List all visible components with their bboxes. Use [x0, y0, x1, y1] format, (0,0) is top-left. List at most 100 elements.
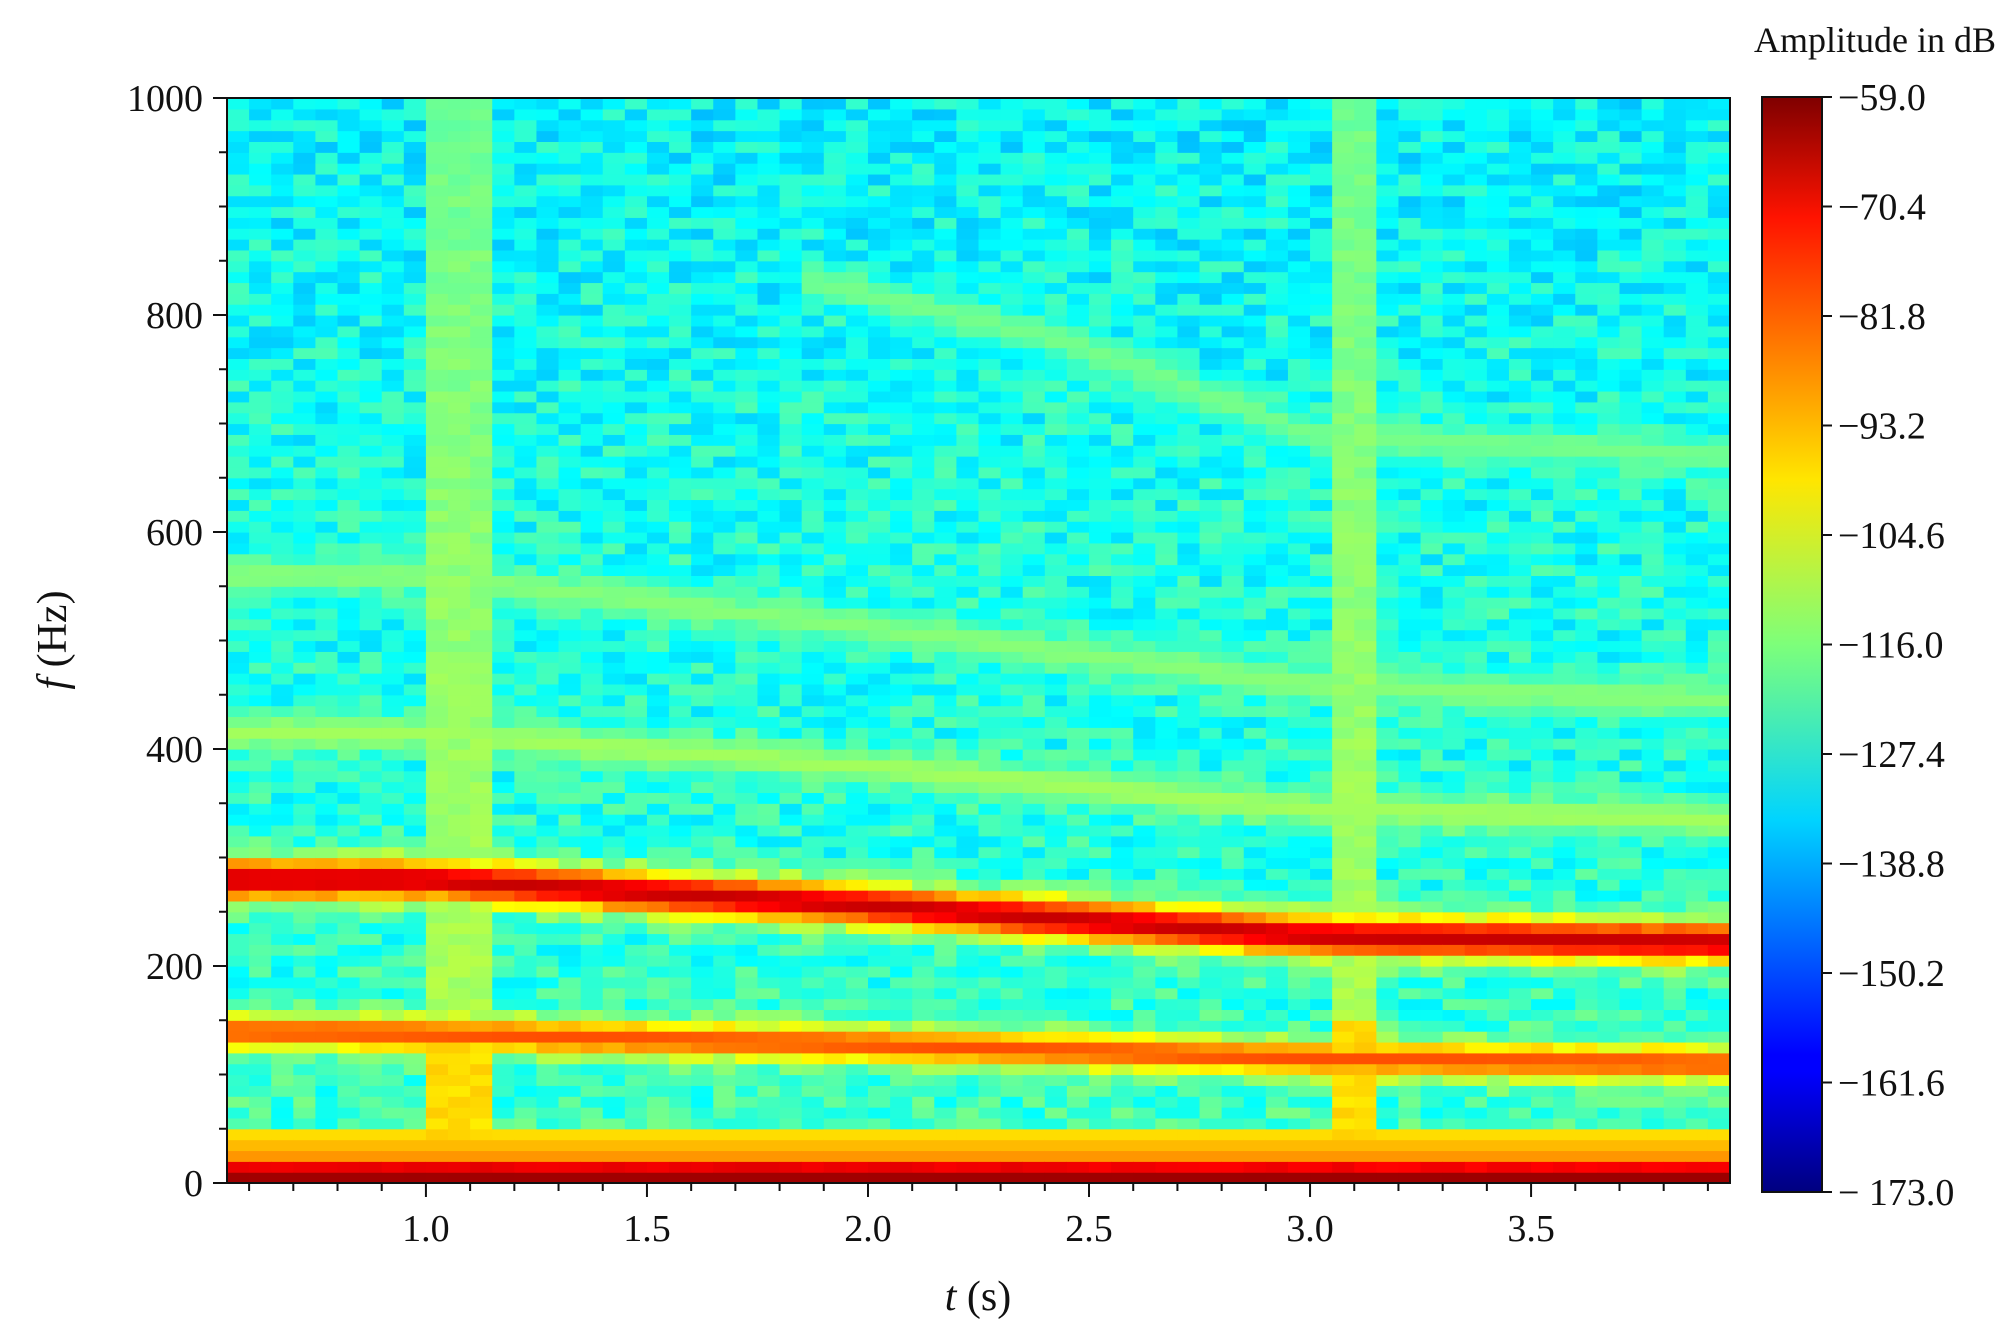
heatmap-cell — [293, 781, 317, 793]
heatmap-cell — [1221, 488, 1245, 501]
heatmap-cell — [492, 347, 515, 359]
heatmap-cell — [359, 217, 383, 229]
heatmap-cell — [337, 119, 361, 132]
heatmap-cell — [779, 770, 803, 783]
heatmap-cell — [1022, 911, 1046, 924]
heatmap-cell — [359, 803, 383, 815]
heatmap-cell — [1066, 900, 1090, 913]
heatmap-cell — [381, 1096, 405, 1108]
heatmap-cell — [470, 401, 493, 414]
heatmap-cell — [425, 488, 449, 501]
heatmap-cell — [1310, 271, 1333, 284]
heatmap-cell — [602, 249, 626, 262]
heatmap-cell — [1044, 542, 1068, 555]
heatmap-cell — [1022, 803, 1046, 815]
heatmap-cell — [845, 173, 869, 186]
heatmap-cell — [646, 738, 670, 750]
heatmap-cell — [912, 163, 935, 175]
heatmap-cell — [1111, 1107, 1134, 1119]
heatmap-cell — [845, 336, 869, 349]
heatmap-cell — [845, 412, 869, 425]
heatmap-cell — [713, 814, 736, 826]
heatmap-cell — [1066, 228, 1090, 240]
heatmap-cell — [403, 890, 427, 902]
heatmap-cell — [1089, 564, 1112, 576]
heatmap-cell — [293, 173, 317, 186]
heatmap-cell — [669, 857, 692, 869]
heatmap-cell — [867, 239, 891, 251]
heatmap-cell — [1111, 575, 1134, 587]
heatmap-cell — [1221, 759, 1245, 772]
heatmap-cell — [580, 824, 604, 837]
heatmap-cell — [1265, 651, 1289, 663]
heatmap-cell — [823, 271, 847, 284]
heatmap-cell — [381, 976, 405, 989]
heatmap-cell — [779, 423, 803, 435]
heatmap-cell — [448, 206, 471, 218]
heatmap-cell — [735, 651, 759, 663]
heatmap-cell — [912, 293, 935, 305]
heatmap-cell — [514, 683, 538, 696]
heatmap-cell — [1287, 1074, 1311, 1086]
heatmap-cell — [403, 966, 427, 978]
heatmap-cell — [646, 390, 670, 403]
heatmap-cell — [602, 900, 626, 913]
heatmap-cell — [1111, 282, 1134, 294]
heatmap-cell — [359, 315, 383, 327]
heatmap-cell — [470, 922, 493, 935]
heatmap-cell — [1022, 640, 1046, 652]
heatmap-cell — [602, 1172, 626, 1183]
heatmap-cell — [425, 716, 449, 728]
heatmap-cell — [669, 792, 692, 804]
heatmap-cell — [867, 434, 891, 446]
heatmap-cell — [713, 390, 736, 403]
heatmap-cell — [1199, 456, 1223, 468]
heatmap-cell — [227, 195, 250, 208]
heatmap-cell — [1199, 108, 1223, 121]
heatmap-cell — [403, 390, 427, 403]
heatmap-cell — [978, 1172, 1002, 1183]
heatmap-cell — [845, 824, 869, 837]
heatmap-cell — [249, 1041, 272, 1054]
heatmap-cell — [1133, 249, 1156, 262]
heatmap-cell — [779, 987, 803, 1000]
heatmap-cell — [1177, 1139, 1201, 1152]
heatmap-cell — [1199, 738, 1223, 750]
heatmap-cell — [315, 249, 339, 262]
heatmap-cell — [669, 304, 692, 316]
heatmap-cell — [801, 521, 825, 533]
heatmap-cell — [381, 1150, 405, 1162]
heatmap-cell — [602, 575, 626, 587]
heatmap-cell — [580, 998, 604, 1010]
heatmap-cell — [691, 955, 714, 967]
heatmap-cell — [536, 749, 560, 761]
heatmap-cell — [713, 694, 736, 707]
heatmap-cell — [403, 662, 427, 674]
heatmap-cell — [646, 380, 670, 392]
heatmap-cell — [448, 293, 471, 305]
heatmap-cell — [315, 163, 339, 175]
heatmap-cell — [381, 184, 405, 197]
heatmap-cell — [448, 727, 471, 739]
heatmap-cell — [1199, 499, 1223, 511]
heatmap-cell — [713, 1041, 736, 1054]
heatmap-cell — [779, 911, 803, 924]
heatmap-cell — [1066, 271, 1090, 284]
heatmap-cell — [867, 683, 891, 696]
heatmap-cell — [359, 792, 383, 804]
heatmap-cell — [448, 911, 471, 924]
heatmap-cell — [669, 814, 692, 826]
heatmap-cell — [602, 749, 626, 761]
heatmap-cell — [470, 716, 493, 728]
heatmap-cell — [1310, 987, 1333, 1000]
heatmap-cell — [1111, 857, 1134, 869]
heatmap-cell — [315, 976, 339, 989]
heatmap-cell — [823, 1117, 847, 1130]
heatmap-cell — [1287, 575, 1311, 587]
heatmap-cell — [1133, 955, 1156, 967]
heatmap-cell — [249, 1074, 272, 1086]
heatmap-cell — [801, 998, 825, 1010]
heatmap-cell — [713, 607, 736, 620]
heatmap-cell — [337, 814, 361, 826]
heatmap-cell — [425, 651, 449, 663]
